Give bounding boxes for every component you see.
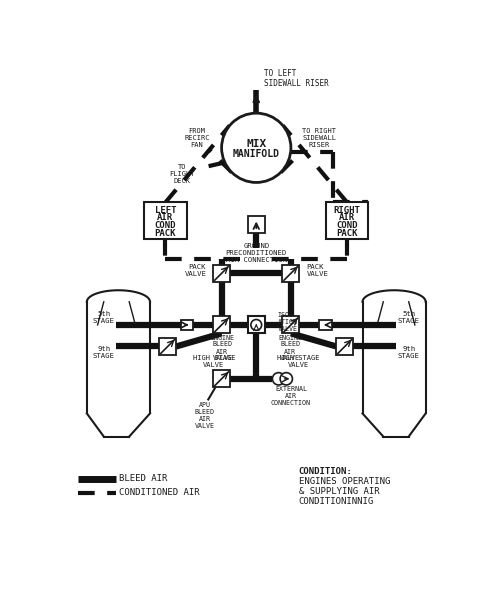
- Bar: [159, 338, 176, 355]
- Bar: [181, 320, 193, 330]
- Text: AIR: AIR: [158, 214, 174, 222]
- Text: CONDITION:: CONDITION:: [298, 467, 352, 476]
- Bar: [213, 371, 230, 387]
- Bar: [320, 320, 332, 330]
- Text: & SUPPLYING AIR: & SUPPLYING AIR: [298, 487, 379, 496]
- Text: AIR: AIR: [339, 214, 355, 222]
- Text: 5th
STAGE: 5th STAGE: [398, 311, 419, 324]
- Bar: [282, 265, 300, 282]
- Text: TO LEFT
SIDEWALL RISER: TO LEFT SIDEWALL RISER: [264, 69, 328, 88]
- Text: COND: COND: [154, 221, 176, 230]
- Text: TO RIGHT
SIDEWALL
RISER: TO RIGHT SIDEWALL RISER: [302, 127, 336, 148]
- Text: 9th
STAGE: 9th STAGE: [398, 346, 419, 359]
- Bar: [248, 217, 264, 233]
- Text: ENGINE
BLEED
AIR
VALVE: ENGINE BLEED AIR VALVE: [278, 335, 302, 362]
- Text: ENGINES OPERATING: ENGINES OPERATING: [298, 477, 390, 486]
- Text: ENGINE
BLEED
AIR
VALVE: ENGINE BLEED AIR VALVE: [210, 335, 234, 362]
- Text: CONDITIONED AIR: CONDITIONED AIR: [119, 489, 200, 497]
- Text: HIGH STAGE
VALVE: HIGH STAGE VALVE: [278, 355, 320, 368]
- Bar: [213, 265, 230, 282]
- Text: ISOL-
ATION
VALVE: ISOL- ATION VALVE: [278, 312, 298, 332]
- Text: PACK: PACK: [336, 229, 358, 238]
- Text: COND: COND: [336, 221, 358, 230]
- Text: 9th
STAGE: 9th STAGE: [93, 346, 114, 359]
- Text: HIGH STAGE
VALVE: HIGH STAGE VALVE: [192, 355, 235, 368]
- Bar: [282, 316, 300, 333]
- Text: PACK: PACK: [154, 229, 176, 238]
- Text: APU
BLEED
AIR
VALVE: APU BLEED AIR VALVE: [194, 402, 214, 430]
- Text: EXTERNAL
AIR
CONNECTION: EXTERNAL AIR CONNECTION: [271, 386, 311, 406]
- Text: FROM
RECIRC
FAN: FROM RECIRC FAN: [184, 127, 210, 148]
- Text: MIX: MIX: [246, 139, 266, 149]
- Text: TO
FLIGHT
DECK: TO FLIGHT DECK: [170, 164, 195, 184]
- Text: CONDITIONINNIG: CONDITIONINNIG: [298, 497, 374, 506]
- Text: RIGHT: RIGHT: [334, 206, 360, 215]
- Text: PACK
VALVE: PACK VALVE: [184, 264, 206, 277]
- Text: BLEED AIR: BLEED AIR: [119, 474, 168, 483]
- Bar: [336, 338, 353, 355]
- Text: MANIFOLD: MANIFOLD: [233, 149, 280, 159]
- Bar: [144, 202, 186, 240]
- Text: LEFT: LEFT: [154, 206, 176, 215]
- Text: 5th
STAGE: 5th STAGE: [93, 311, 114, 324]
- Text: PACK
VALVE: PACK VALVE: [306, 264, 328, 277]
- Circle shape: [272, 373, 284, 385]
- Bar: [213, 316, 230, 333]
- Circle shape: [222, 113, 291, 182]
- Circle shape: [251, 320, 262, 330]
- Bar: [326, 202, 368, 240]
- Bar: [248, 316, 264, 333]
- Text: GROUND
PRECONDITIONED
AIR CONNECTION: GROUND PRECONDITIONED AIR CONNECTION: [226, 242, 287, 263]
- Circle shape: [280, 373, 292, 385]
